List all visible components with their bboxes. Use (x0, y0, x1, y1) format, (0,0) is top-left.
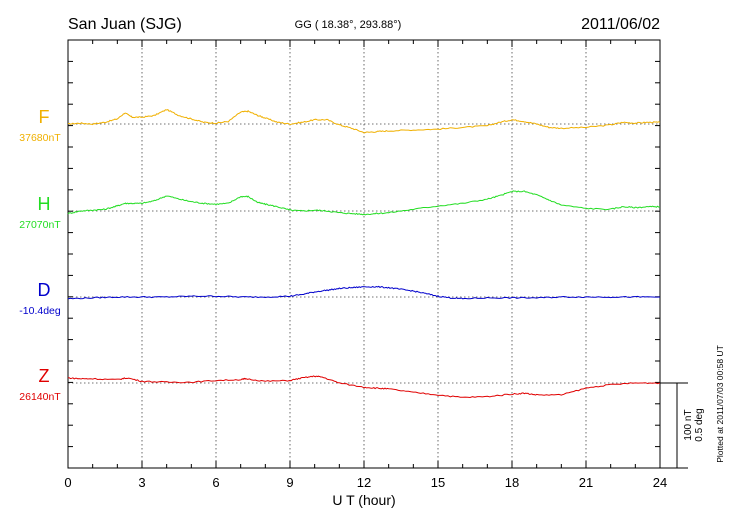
series-line-z (68, 375, 661, 399)
x-tick-label: 18 (505, 475, 519, 490)
x-axis-label: U T (hour) (332, 492, 395, 508)
series-name-f: F (39, 107, 50, 127)
x-tick-label: 3 (138, 475, 145, 490)
x-tick-label: 12 (357, 475, 371, 490)
x-tick-label: 24 (653, 475, 667, 490)
x-tick-label: 21 (579, 475, 593, 490)
series-line-f (67, 109, 661, 134)
coordinates-label: GG ( 18.38°, 293.88°) (295, 19, 402, 31)
series-name-h: H (38, 194, 51, 214)
series-baseline-f: 37680nT (19, 132, 61, 144)
x-tick-label: 9 (286, 475, 293, 490)
series-baseline-z: 26140nT (19, 391, 61, 403)
series-name-d: D (38, 280, 51, 300)
series-baseline-d: -10.4deg (19, 305, 61, 317)
x-tick-label: 15 (431, 475, 445, 490)
series-line-h (67, 190, 661, 216)
grid-lines (68, 40, 660, 468)
x-tick-label: 0 (64, 475, 71, 490)
series-line-d (67, 285, 661, 300)
scale-nt-label: 100 nT (683, 409, 694, 440)
series-name-z: Z (39, 366, 50, 386)
series-baseline-h: 27070nT (19, 219, 61, 231)
series-group: F 37680nT H 27070nT D -10.4deg Z 26140nT (19, 107, 661, 403)
x-tick-label: 6 (212, 475, 219, 490)
scale-bar: 100 nT 0.5 deg (660, 382, 705, 469)
plotted-timestamp: Plotted at 2011/07/03 00:58 UT (715, 345, 725, 463)
station-title: San Juan (SJG) (68, 16, 182, 33)
date-label: 2011/06/02 (581, 16, 660, 33)
axis-ticks: 0 3 6 9 12 15 18 21 24 (64, 39, 667, 490)
scale-deg-label: 0.5 deg (694, 408, 705, 441)
